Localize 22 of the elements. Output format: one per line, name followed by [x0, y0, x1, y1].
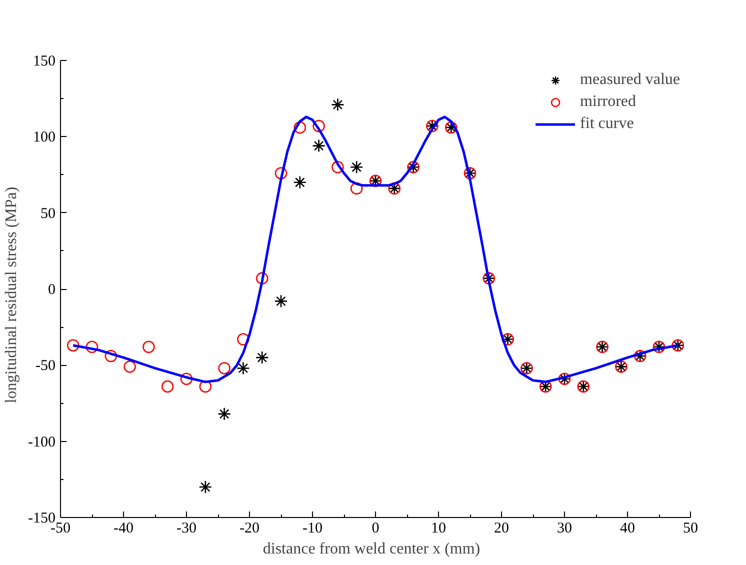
x-tick-label: 0	[372, 520, 380, 536]
y-tick-label: -100	[28, 434, 56, 450]
y-tick-label: 0	[48, 282, 56, 298]
y-tick-label: 150	[33, 54, 56, 70]
x-tick-label: 20	[494, 520, 509, 536]
y-axis-title: longitudinal residual stress (MPa)	[3, 186, 20, 404]
x-tick-label: 10	[431, 520, 446, 536]
y-tick-label: -150	[28, 510, 56, 526]
y-tick-label: 50	[40, 206, 56, 222]
legend-label: measured value	[580, 71, 680, 89]
x-tick-label: -40	[114, 520, 134, 536]
x-tick-label: -10	[302, 520, 322, 536]
x-tick-label: 50	[683, 520, 698, 536]
x-tick-label: 40	[620, 520, 635, 536]
y-tick-label: 100	[33, 130, 56, 146]
legend-label: fit curve	[580, 115, 634, 133]
legend-label: mirrored	[580, 93, 636, 111]
x-tick-label: -20	[240, 520, 260, 536]
x-axis-title: distance from weld center x (mm)	[262, 540, 480, 558]
x-tick-label: -30	[176, 520, 196, 536]
x-tick-label: 30	[557, 520, 572, 536]
y-tick-label: -50	[36, 358, 56, 374]
